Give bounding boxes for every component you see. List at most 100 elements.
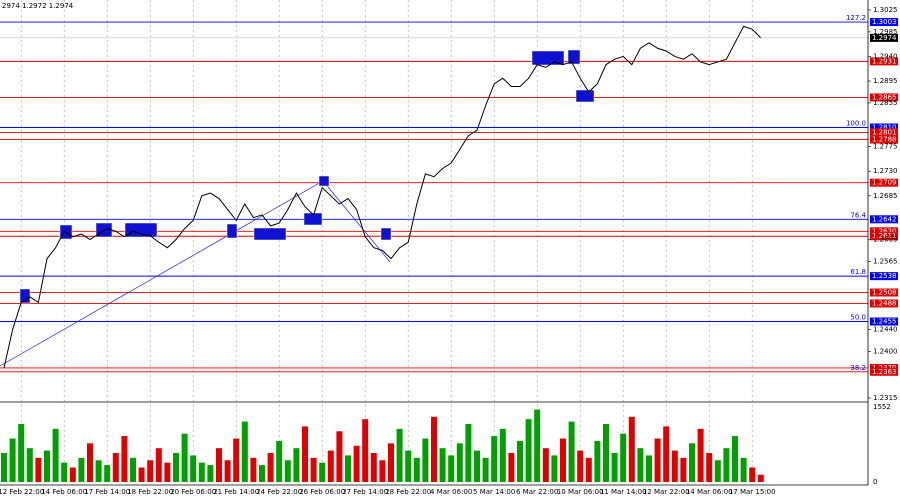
- fib-label: 127.2: [846, 14, 866, 22]
- marker: [318, 175, 330, 187]
- y-tick-label: 1.2730: [873, 167, 898, 175]
- level-label: 1.2538: [872, 272, 897, 280]
- volume-bar: [594, 440, 601, 482]
- volume-bar: [499, 428, 506, 482]
- volume-bar: [491, 436, 498, 482]
- y-tick-label: 1.2775: [873, 143, 898, 151]
- volume-bar: [336, 431, 343, 482]
- x-tick-label: 12 Feb 22:00: [0, 488, 44, 496]
- volume-bar: [697, 428, 704, 482]
- level-label: 1.2931: [872, 57, 897, 65]
- volume-bar: [35, 457, 42, 482]
- x-tick-label: 26 Feb 06:00: [299, 488, 345, 496]
- volume-bar: [95, 460, 102, 482]
- volume-bar: [646, 455, 652, 482]
- volume-bar: [190, 455, 197, 482]
- level-label: 1.2801: [872, 128, 897, 136]
- volume-bar: [706, 453, 713, 482]
- level-label: 1.2363: [872, 368, 897, 376]
- volume-bar: [740, 457, 747, 482]
- x-tick-label: 5 Mar 14:00: [473, 488, 515, 496]
- last-price-box: [870, 33, 898, 42]
- volume-bar: [525, 419, 532, 482]
- volume-bar: [345, 455, 351, 482]
- volume-bar: [757, 474, 764, 482]
- y-tick-label: 1.2855: [873, 99, 898, 107]
- volume-bar: [370, 453, 377, 482]
- y-tick-label: 1.2895: [873, 77, 898, 85]
- volume-bar: [362, 419, 369, 482]
- fib-label: 100.0: [846, 119, 866, 127]
- volume-bar: [422, 438, 429, 482]
- level-label: 1.2488: [872, 299, 897, 307]
- fractal-markers: [0, 49, 595, 367]
- volume-bar: [413, 457, 420, 482]
- volume-bar: [181, 433, 188, 482]
- volume-bar: [1, 453, 7, 482]
- level-label-box: [870, 232, 898, 241]
- marker: [253, 227, 287, 241]
- x-tick-label: 11 Mar 14:00: [600, 488, 647, 496]
- y-tick-label: 1.2985: [873, 28, 898, 36]
- volume-bar: [482, 457, 489, 482]
- level-label-box: [870, 215, 898, 224]
- volume-bar: [628, 416, 635, 482]
- volume-bar: [276, 440, 283, 482]
- volume-bar: [26, 448, 33, 482]
- level-label: 1.2455: [872, 317, 897, 325]
- x-tick-label: 14 Mar 06:00: [686, 488, 733, 496]
- x-tick-label: 6 Mar 22:00: [516, 488, 558, 496]
- volume-bar: [654, 438, 661, 482]
- volume-bar: [534, 409, 541, 482]
- marker: [531, 50, 565, 66]
- volume-bar: [680, 457, 687, 482]
- x-tick-label: 27 Feb 14:00: [342, 488, 388, 496]
- level-label-box: [870, 299, 898, 308]
- level-label-box: [870, 123, 898, 132]
- volume-bar: [542, 448, 549, 482]
- level-label-box: [870, 18, 898, 27]
- x-tick-label: 4 Mar 06:00: [430, 488, 472, 496]
- level-label-box: [870, 57, 898, 66]
- volume-bar: [198, 462, 205, 482]
- volume-bar: [671, 450, 678, 482]
- level-label: 1.2865: [872, 93, 897, 101]
- marker: [380, 227, 392, 241]
- volume-bar: [250, 457, 257, 482]
- x-tick-label: 21 Feb 14:00: [213, 488, 259, 496]
- level-label: 1.2611: [872, 232, 897, 240]
- volume-axis-label: 0: [873, 478, 877, 486]
- volume-bar: [112, 453, 119, 482]
- last-price-label: 1.2974: [872, 34, 897, 42]
- x-tick-label: 17 Mar 15:00: [729, 488, 776, 496]
- volume-bar: [405, 450, 412, 482]
- level-label: 1.2709: [872, 179, 897, 187]
- level-label: 1.2508: [872, 289, 897, 297]
- volume-bar: [319, 462, 326, 482]
- y-tick-label: 1.2315: [873, 394, 898, 402]
- volume-bar: [456, 443, 463, 482]
- volume-bar: [353, 445, 360, 482]
- volume-bar: [216, 448, 222, 482]
- x-tick-label: 12 Mar 22:00: [643, 488, 690, 496]
- volume-bar: [388, 443, 394, 482]
- volume-bar: [508, 453, 515, 482]
- marker: [575, 89, 595, 103]
- volume-bar: [310, 457, 317, 482]
- volume-bar: [224, 460, 231, 482]
- marker: [303, 212, 323, 226]
- volume-bar: [69, 467, 76, 482]
- level-label-box: [870, 135, 898, 144]
- level-label: 1.3003: [872, 18, 897, 26]
- volume-bar: [689, 443, 695, 482]
- volume-bar: [130, 457, 136, 482]
- fib-label: 50.0: [850, 313, 866, 321]
- volume-bar: [241, 421, 248, 482]
- marker: [95, 222, 113, 238]
- fib-label: 38.2: [850, 364, 866, 372]
- volume-axis-label: 1552: [873, 403, 891, 411]
- volume-bar: [448, 455, 455, 482]
- volume-bar: [611, 453, 618, 482]
